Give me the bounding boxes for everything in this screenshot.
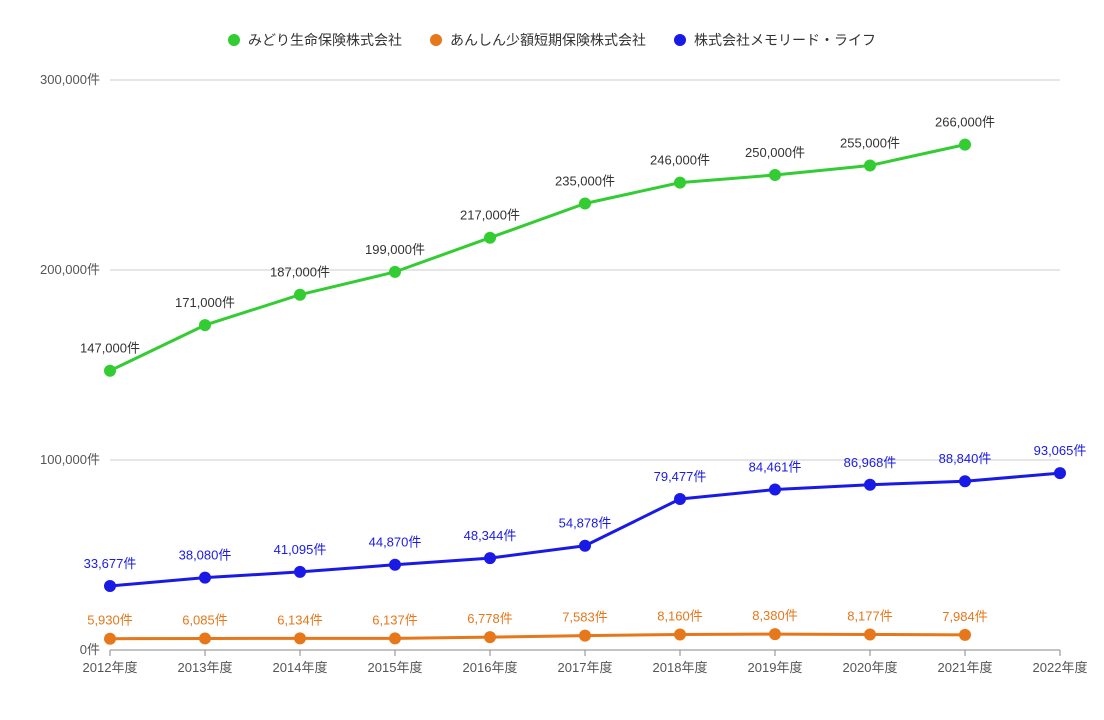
series-marker (104, 365, 116, 377)
data-label: 187,000件 (270, 265, 330, 280)
series-marker (484, 552, 496, 564)
x-tick-label: 2020年度 (843, 660, 898, 675)
series-marker (959, 139, 971, 151)
series-marker (294, 632, 306, 644)
legend-item: あんしん少額短期保険株式会社 (430, 30, 646, 50)
legend-dot-icon (228, 34, 240, 46)
data-label: 5,930件 (87, 613, 133, 628)
data-label: 199,000件 (365, 242, 425, 257)
data-label: 147,000件 (80, 341, 140, 356)
series-marker (769, 484, 781, 496)
legend: みどり生命保険株式会社 あんしん少額短期保険株式会社 株式会社メモリード・ライフ (0, 30, 1104, 50)
series-marker (294, 289, 306, 301)
data-label: 8,160件 (657, 608, 703, 623)
data-label: 41,095件 (274, 542, 327, 557)
x-tick-label: 2012年度 (83, 660, 138, 675)
data-label: 48,344件 (464, 528, 517, 543)
series-marker (389, 266, 401, 278)
x-tick-label: 2018年度 (653, 660, 708, 675)
legend-label: 株式会社メモリード・ライフ (694, 30, 876, 50)
data-label: 255,000件 (840, 136, 900, 151)
x-tick-label: 2019年度 (748, 660, 803, 675)
data-label: 6,137件 (372, 612, 418, 627)
data-label: 93,065件 (1034, 443, 1087, 458)
x-tick-label: 2017年度 (558, 660, 613, 675)
legend-item: 株式会社メモリード・ライフ (674, 30, 876, 50)
series-marker (199, 632, 211, 644)
series-marker (294, 566, 306, 578)
series-marker (864, 628, 876, 640)
x-tick-label: 2015年度 (368, 660, 423, 675)
series-marker (674, 493, 686, 505)
series-line (110, 634, 965, 639)
x-tick-label: 2021年度 (938, 660, 993, 675)
data-label: 171,000件 (175, 295, 235, 310)
data-label: 8,177件 (847, 608, 893, 623)
data-label: 33,677件 (84, 556, 137, 571)
series-marker (579, 540, 591, 552)
series-marker (769, 169, 781, 181)
series-marker (484, 232, 496, 244)
legend-label: みどり生命保険株式会社 (248, 30, 402, 50)
data-label: 266,000件 (935, 115, 995, 130)
data-label: 54,878件 (559, 516, 612, 531)
data-label: 86,968件 (844, 455, 897, 470)
legend-dot-icon (430, 34, 442, 46)
data-label: 235,000件 (555, 174, 615, 189)
data-label: 217,000件 (460, 208, 520, 223)
series-marker (579, 198, 591, 210)
series-marker (959, 475, 971, 487)
data-label: 246,000件 (650, 153, 710, 168)
series-line (110, 145, 965, 371)
legend-label: あんしん少額短期保険株式会社 (450, 30, 646, 50)
series-marker (674, 628, 686, 640)
legend-item: みどり生命保険株式会社 (228, 30, 402, 50)
series-marker (674, 177, 686, 189)
series-marker (1054, 467, 1066, 479)
data-label: 7,984件 (942, 609, 988, 624)
series-marker (104, 633, 116, 645)
series-marker (389, 559, 401, 571)
data-label: 38,080件 (179, 548, 232, 563)
series-marker (864, 160, 876, 172)
chart-svg: 0件 100,000件 200,000件 300,000件 2012年度 2013年度 20… (0, 0, 1104, 720)
series-marker (579, 630, 591, 642)
data-label: 79,477件 (654, 469, 707, 484)
series-marker (769, 628, 781, 640)
series-marker (389, 632, 401, 644)
x-tick-label: 2016年度 (463, 660, 518, 675)
series-marker (959, 629, 971, 641)
data-label: 6,085件 (182, 612, 228, 627)
y-tick-label: 100,000件 (40, 452, 100, 467)
data-label: 6,134件 (277, 612, 323, 627)
data-label: 88,840件 (939, 451, 992, 466)
legend-dot-icon (674, 34, 686, 46)
x-tick-label: 2013年度 (178, 660, 233, 675)
line-chart: みどり生命保険株式会社 あんしん少額短期保険株式会社 株式会社メモリード・ライフ 0… (0, 0, 1104, 720)
data-label: 250,000件 (745, 145, 805, 160)
series-marker (104, 580, 116, 592)
data-label: 6,778件 (467, 611, 513, 626)
data-label: 8,380件 (752, 608, 798, 623)
data-label: 44,870件 (369, 535, 422, 550)
x-tick-label: 2022年度 (1033, 660, 1088, 675)
y-tick-label: 300,000件 (40, 72, 100, 87)
y-tick-label: 200,000件 (40, 262, 100, 277)
y-tick-label: 0件 (80, 642, 100, 657)
x-tick-label: 2014年度 (273, 660, 328, 675)
series-marker (484, 631, 496, 643)
series-marker (199, 319, 211, 331)
series-marker (864, 479, 876, 491)
data-label: 84,461件 (749, 460, 802, 475)
data-label: 7,583件 (562, 610, 608, 625)
series-marker (199, 572, 211, 584)
